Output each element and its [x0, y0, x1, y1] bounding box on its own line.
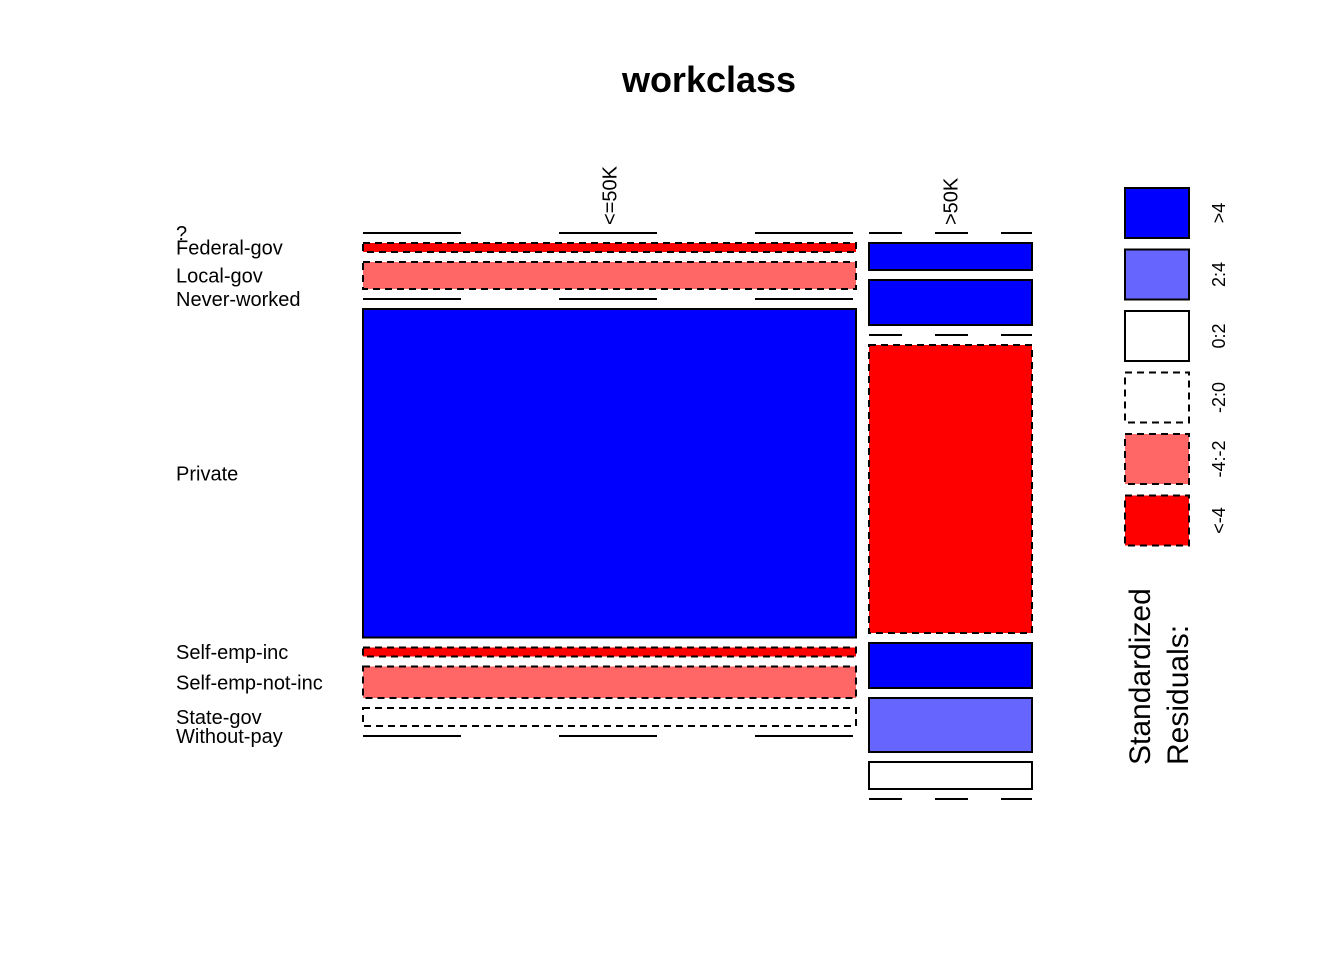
- legend-label-1: 2:4: [1209, 262, 1229, 287]
- row-label-unknown: ?: [176, 223, 187, 245]
- tile-50k-self-emp-inc: [868, 642, 1033, 689]
- tile-50k-local-gov: [868, 279, 1033, 326]
- tile-50k-state-gov: [868, 761, 1033, 790]
- column-labels: <=50K >50K: [600, 165, 963, 225]
- legend-swatch-4: [1124, 433, 1190, 485]
- legend-swatch-2: [1124, 310, 1190, 362]
- legend-label-5: <-4: [1209, 507, 1229, 534]
- tile-50k-private: [362, 308, 857, 639]
- tile-50k-local-gov: [362, 261, 857, 290]
- row-label-never-worked: Never-worked: [176, 289, 300, 311]
- legend-swatch-1: [1124, 248, 1190, 301]
- legend-label-2: 0:2: [1209, 323, 1229, 348]
- row-label-federal-gov: Federal-gov: [176, 238, 283, 260]
- column-label-50k: <=50K: [600, 165, 622, 225]
- tile-50k-private: [868, 344, 1033, 634]
- legend-swatch-5: [1124, 494, 1190, 547]
- legend-title-line-0: Standardized: [1124, 588, 1157, 765]
- chart-title: workclass: [621, 59, 796, 100]
- legend: >4 2:4 0:2 -2:0 -4:-2 <-4 Standardized Residual…: [1124, 187, 1229, 765]
- tile-50k-federal-gov: [868, 242, 1033, 271]
- tile-50k-self-emp-inc: [362, 646, 857, 658]
- legend-label-4: -4:-2: [1209, 440, 1229, 477]
- row-label-local-gov: Local-gov: [176, 266, 263, 288]
- row-label-without-pay: Without-pay: [176, 726, 283, 748]
- row-label-self-emp-not-inc: Self-emp-not-inc: [176, 672, 323, 694]
- row-label-state-gov: State-gov: [176, 707, 262, 729]
- tile-50k-self-emp-not-inc: [362, 665, 857, 699]
- tile-50k-state-gov: [362, 707, 857, 727]
- legend-label-0: >4: [1209, 203, 1229, 224]
- tile-50k-federal-gov: [362, 242, 857, 253]
- legend-title-line-1: Residuals:: [1162, 625, 1195, 765]
- legend-swatch-0: [1124, 187, 1190, 239]
- legend-swatch-3: [1124, 371, 1190, 424]
- mosaic-tiles: [362, 232, 1033, 800]
- row-label-private: Private: [176, 463, 238, 485]
- legend-label-3: -2:0: [1209, 382, 1229, 413]
- tile-50k-self-emp-not-inc: [868, 697, 1033, 753]
- row-label-self-emp-inc: Self-emp-inc: [176, 642, 288, 664]
- column-label-50k: >50K: [941, 177, 963, 225]
